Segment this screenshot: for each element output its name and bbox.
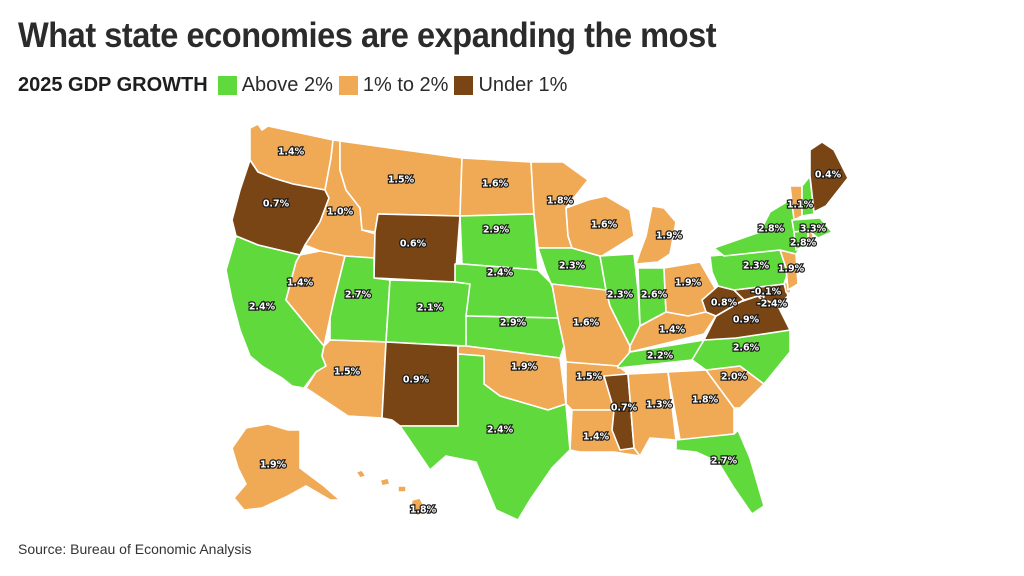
state-label-in: 2.6% <box>641 290 668 301</box>
state-label-pa: 2.3% <box>743 261 770 272</box>
state-label-ma: 3.3% <box>800 224 827 235</box>
state-label-nj: 1.9% <box>778 264 805 275</box>
state-me <box>809 141 849 213</box>
state-shape-hi <box>379 477 391 487</box>
state-label-tx: 2.4% <box>487 425 514 436</box>
legend-swatch-mid <box>338 76 358 95</box>
state-label-ny: 2.8% <box>758 224 785 235</box>
state-ga <box>667 369 735 441</box>
state-label-ks: 2.9% <box>500 318 527 329</box>
state-shape-ak <box>231 423 341 511</box>
source-note: Source: Bureau of Economic Analysis <box>18 541 252 557</box>
state-label-ga: 1.8% <box>692 395 719 406</box>
legend-item-above: Above 2% <box>217 74 333 97</box>
state-label-il: 2.3% <box>607 290 634 301</box>
state-shape-hi <box>397 485 407 493</box>
state-label-az: 1.5% <box>334 367 361 378</box>
state-label-dc: -2.4% <box>757 299 788 310</box>
state-label-nm: 0.9% <box>403 375 430 386</box>
state-ma <box>791 217 833 239</box>
state-label-ne: 2.4% <box>487 268 514 279</box>
state-label-sd: 2.9% <box>483 225 510 236</box>
legend-label-mid: 1% to 2% <box>362 74 449 96</box>
state-label-sc: 2.0% <box>721 372 748 383</box>
state-label-mi: 1.9% <box>656 231 683 242</box>
state-hi <box>355 469 427 517</box>
state-label-hi: 1.8% <box>410 505 437 516</box>
legend: 2025 GDP GROWTH Above 2% 1% to 2% Under … <box>18 74 573 97</box>
state-tx <box>399 353 571 521</box>
state-label-ky: 1.4% <box>659 325 686 336</box>
states-layer <box>225 123 849 521</box>
state-shape-dc <box>757 295 765 302</box>
state-label-or: 0.7% <box>263 199 290 210</box>
state-label-fl: 2.7% <box>711 456 738 467</box>
state-shape-al <box>627 371 677 457</box>
state-shape-hi <box>409 497 427 517</box>
state-label-me: 0.4% <box>815 170 842 181</box>
state-label-al: 1.3% <box>646 400 673 411</box>
legend-swatch-under <box>454 76 474 95</box>
state-al <box>627 371 677 457</box>
state-label-tn: 2.2% <box>647 351 674 362</box>
state-dc <box>757 295 765 302</box>
map-title: What state economies are expanding the m… <box>18 16 717 55</box>
legend-title: 2025 GDP GROWTH <box>18 74 208 96</box>
state-ks <box>465 315 565 359</box>
state-label-oh: 1.9% <box>675 278 702 289</box>
state-label-id: 1.0% <box>327 207 354 218</box>
state-shape-fl <box>675 429 765 515</box>
state-shape-tx <box>399 353 571 521</box>
state-label-nv: 1.4% <box>287 278 314 289</box>
state-label-ca: 2.4% <box>249 302 276 313</box>
state-shape-mi <box>635 205 677 265</box>
state-shape-hi <box>355 469 367 479</box>
legend-label-above: Above 2% <box>241 74 333 96</box>
state-label-va: 0.9% <box>733 315 760 326</box>
state-label-ok: 1.9% <box>511 362 538 373</box>
state-label-nd: 1.6% <box>482 179 509 190</box>
legend-swatch-above <box>217 76 237 95</box>
state-label-ut: 2.7% <box>345 290 372 301</box>
legend-label-under: Under 1% <box>478 74 568 96</box>
state-wi <box>565 195 635 257</box>
state-ak <box>231 423 341 511</box>
state-shape-me <box>809 141 849 213</box>
state-sd <box>459 213 539 271</box>
state-label-ia: 2.3% <box>559 261 586 272</box>
state-label-wa: 1.4% <box>278 147 305 158</box>
state-label-wy: 0.6% <box>400 239 427 250</box>
state-label-vt: 1.1% <box>787 200 814 211</box>
state-label-wv: 0.8% <box>711 298 738 309</box>
state-label-mt: 1.5% <box>388 175 415 186</box>
state-shape-sd <box>459 213 539 271</box>
state-label-nc: 2.6% <box>733 343 760 354</box>
state-label-ar: 1.5% <box>576 372 603 383</box>
state-shape-ma <box>791 217 833 239</box>
state-label-ms: 0.7% <box>611 403 638 414</box>
state-label-co: 2.1% <box>417 303 444 314</box>
state-label-ct: 2.8% <box>790 238 817 249</box>
state-shape-wi <box>565 195 635 257</box>
legend-item-under: Under 1% <box>454 74 567 97</box>
state-shape-ga <box>667 369 735 441</box>
state-label-mo: 1.6% <box>573 318 600 329</box>
state-label-la: 1.4% <box>583 432 610 443</box>
state-label-md: -0.1% <box>751 287 782 298</box>
labels-layer: 1.4% 0.7% 2.4% 1.0% 1.4% 1.5% 0.6% 2.7% 2.1% 1.5%… <box>248 145 843 516</box>
state-mi <box>635 205 677 265</box>
state-label-ak: 1.9% <box>260 460 287 471</box>
state-label-mn: 1.8% <box>547 196 574 207</box>
legend-item-mid: 1% to 2% <box>338 74 449 97</box>
state-label-wi: 1.6% <box>591 220 618 231</box>
state-fl <box>675 429 765 515</box>
state-shape-ks <box>465 315 565 359</box>
